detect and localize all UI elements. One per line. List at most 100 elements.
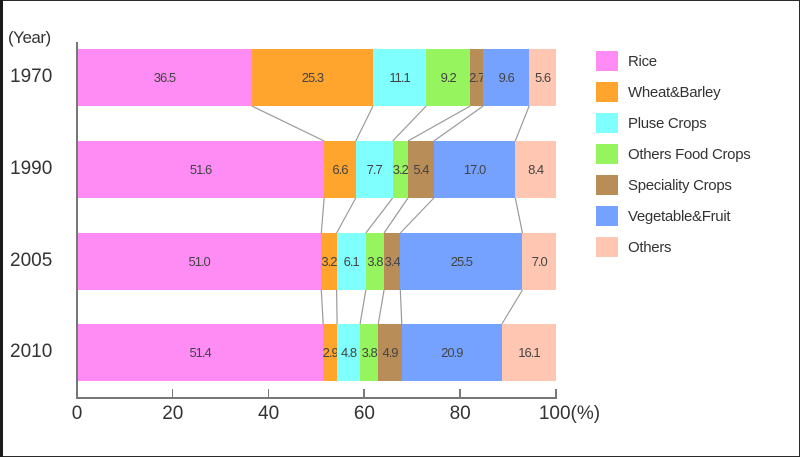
- y-tick-label: 2005: [10, 249, 53, 271]
- bar-1970: 36.5 25.3 11.1 9.2 2.7 9.6 5.6: [77, 49, 556, 106]
- x-tick-label: 100(%): [538, 403, 601, 424]
- legend-item: Others Food Crops: [596, 143, 751, 165]
- bar-segment: 8.4: [515, 141, 556, 198]
- bar-segment: 3.2: [321, 233, 337, 290]
- x-tick-mark: [267, 389, 270, 397]
- data-label: 51.4: [189, 345, 211, 360]
- legend-label: Others Food Crops: [628, 145, 751, 163]
- legend-label: Rice: [628, 52, 657, 70]
- bar-segment: 4.8: [337, 324, 361, 381]
- data-label: 3.2: [321, 254, 337, 269]
- bar-segment: 51.6: [77, 141, 325, 198]
- data-label: 16.1: [518, 345, 540, 360]
- y-tick-label: 2010: [10, 340, 53, 362]
- bar-segment: 2.7: [469, 49, 485, 106]
- legend-item: Vegetable&Fruit: [596, 205, 731, 227]
- bar-segment: 3.8: [360, 324, 379, 381]
- data-label: 51.6: [189, 162, 212, 177]
- data-label: 5.6: [535, 70, 551, 85]
- legend-swatch: [596, 51, 618, 71]
- bar-1990: 51.6 6.6 7.7 3.2 5.4 17.0 8.4: [77, 141, 556, 198]
- bar-2010: 51.4 2.9 4.8 3.8 4.9 20.9 16.1: [77, 324, 556, 381]
- data-label: 7.0: [531, 254, 548, 269]
- legend-label: Others: [628, 238, 672, 256]
- legend-item: Others: [596, 236, 672, 258]
- bar-segment: 9.2: [426, 49, 471, 106]
- data-label: 9.6: [498, 70, 515, 85]
- bar-segment: 11.1: [373, 49, 427, 106]
- x-tick-label: 20: [162, 403, 184, 424]
- bar-segment: 7.0: [522, 233, 556, 290]
- bar-segment: 20.9: [401, 324, 502, 381]
- data-label: 11.1: [389, 70, 410, 85]
- x-tick-label: 60: [353, 403, 375, 424]
- data-label: 3.2: [392, 162, 409, 177]
- bar-segment: 25.5: [400, 233, 523, 290]
- bar-segment: 51.4: [77, 324, 324, 381]
- data-label: 8.4: [528, 162, 544, 177]
- data-label: 2.9: [322, 345, 339, 360]
- legend-item: Pluse Crops: [596, 112, 707, 134]
- x-tick-mark: [459, 389, 461, 397]
- legend-label: Speciality Crops: [628, 176, 732, 194]
- legend-swatch: [596, 237, 618, 257]
- legend-swatch: [596, 113, 618, 133]
- data-label: 3.8: [367, 254, 383, 269]
- legend-label: Wheat&Barley: [628, 83, 721, 101]
- data-label: 20.9: [441, 345, 463, 360]
- bar-segment: 6.6: [324, 141, 356, 198]
- legend-item: Speciality Crops: [596, 174, 732, 196]
- y-axis-line: [76, 42, 78, 398]
- data-label: 17.0: [463, 162, 486, 177]
- data-label: 7.7: [366, 162, 383, 177]
- bar-segment: 7.7: [355, 141, 393, 198]
- data-label: 6.1: [343, 254, 360, 269]
- x-tick-label: 0: [71, 403, 83, 424]
- x-tick-mark: [171, 389, 174, 397]
- bar-segment: 17.0: [433, 141, 516, 198]
- bar-segment: 6.1: [336, 233, 366, 290]
- y-tick-label: 1990: [10, 157, 53, 179]
- y-axis-title: (Year): [8, 28, 51, 47]
- data-label: 2.7: [469, 70, 485, 85]
- legend-swatch: [596, 175, 618, 195]
- bar-segment: 16.1: [501, 324, 556, 381]
- data-label: 5.4: [413, 162, 429, 177]
- legend-item: Rice: [596, 50, 657, 72]
- left-border: [0, 0, 3, 457]
- x-axis-line: [76, 397, 557, 399]
- bar-segment: 51.0: [77, 233, 322, 290]
- data-label: 6.6: [332, 162, 348, 177]
- data-label: 9.2: [440, 70, 457, 85]
- bar-segment: 5.6: [529, 49, 556, 106]
- data-label: 4.8: [341, 345, 357, 360]
- bar-segment: 4.9: [378, 324, 402, 381]
- y-tick-label: 1970: [10, 65, 53, 87]
- data-label: 3.8: [361, 345, 378, 360]
- x-tick-label: 40: [258, 403, 280, 424]
- data-label: 25.3: [301, 70, 324, 85]
- data-label: 3.4: [384, 254, 401, 269]
- data-label: 25.5: [450, 254, 473, 269]
- legend-swatch: [596, 206, 618, 226]
- bar-segment: 3.8: [365, 233, 385, 290]
- data-label: 51.0: [188, 254, 210, 269]
- x-tick-mark: [363, 389, 365, 397]
- bar-2005: 51.0 3.2 6.1 3.8 3.4 25.5 7.0: [77, 233, 556, 290]
- bar-segment: 5.4: [407, 141, 434, 198]
- bar-segment: 25.3: [251, 49, 373, 106]
- data-label: 4.9: [382, 345, 398, 360]
- legend-swatch: [596, 82, 618, 102]
- legend-label: Vegetable&Fruit: [628, 207, 731, 225]
- bar-segment: 9.6: [483, 49, 530, 106]
- data-label: 36.5: [153, 70, 176, 85]
- bar-segment: 2.9: [322, 324, 339, 381]
- legend-swatch: [596, 144, 618, 164]
- bar-segment: 3.2: [392, 141, 409, 198]
- legend-label: Pluse Crops: [628, 114, 707, 132]
- x-tick-label: 80: [449, 403, 471, 424]
- legend-item: Wheat&Barley: [596, 81, 721, 103]
- bar-segment: 3.4: [384, 233, 401, 290]
- x-tick-mark: [555, 389, 557, 397]
- bar-segment: 36.5: [77, 49, 252, 106]
